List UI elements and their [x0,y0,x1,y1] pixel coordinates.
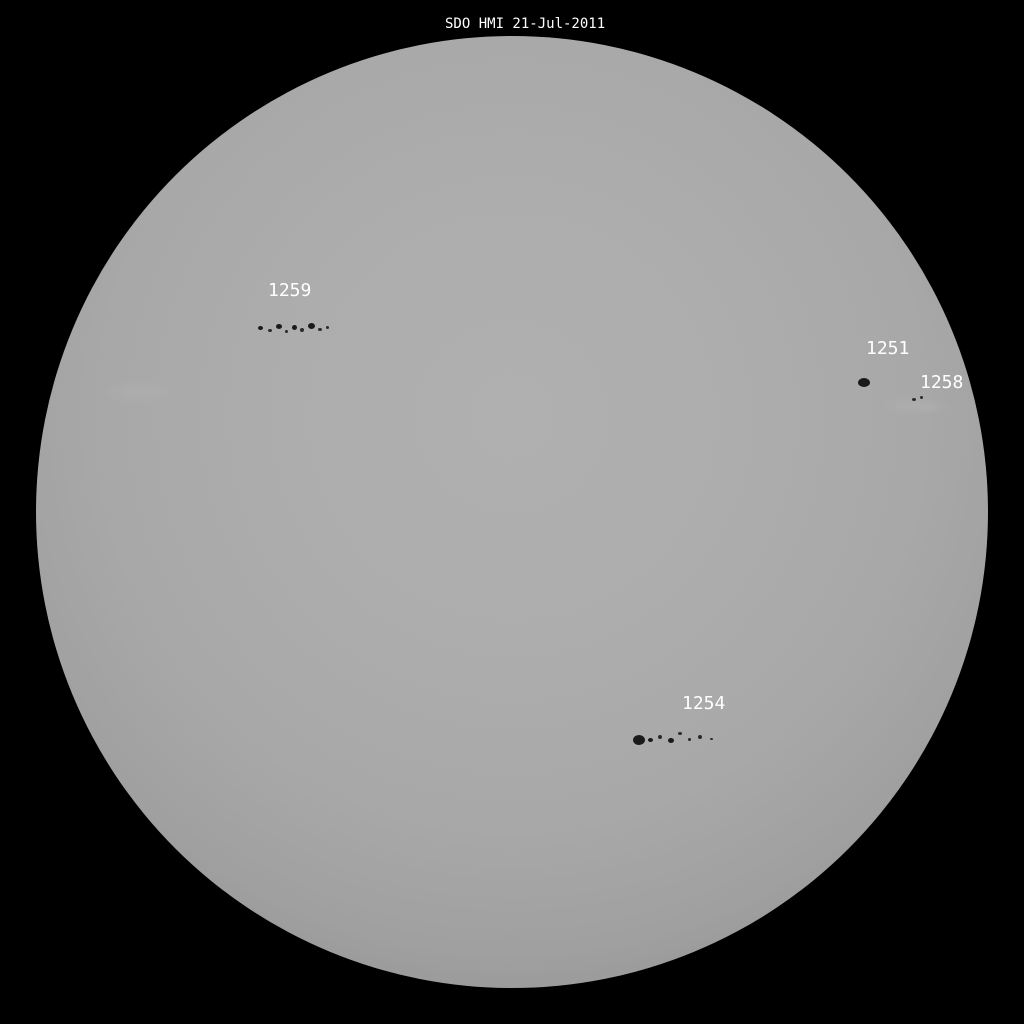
sunspot-1254 [678,732,682,735]
sunspot-1254 [658,735,662,739]
facula [910,400,950,415]
sunspot-1258 [912,398,916,401]
sunspot-1258 [920,396,923,399]
sunspot-1254 [633,735,645,745]
sunspot-1254 [710,738,713,740]
sunspot-1254 [648,738,653,742]
sunspot-1259 [276,324,282,329]
region-label-1254: 1254 [682,693,725,714]
sunspot-1259 [318,328,322,331]
sunspot-1251 [858,378,870,387]
sunspot-1259 [292,325,297,330]
sunspot-1259 [258,326,263,330]
sunspot-1259 [308,323,315,329]
sunspot-1259 [285,330,288,333]
image-title: SDO HMI 21-Jul-2011 [445,16,605,32]
sunspot-1259 [268,329,272,332]
sunspot-1259 [300,328,304,332]
sunspot-1254 [698,735,702,739]
region-label-1251: 1251 [866,338,909,359]
sunspot-1259 [326,326,329,329]
region-label-1258: 1258 [920,372,963,393]
solar-disk [36,36,988,988]
region-label-1259: 1259 [268,280,311,301]
sunspot-1254 [688,738,691,741]
sunspot-1254 [668,738,674,743]
facula [100,380,180,405]
